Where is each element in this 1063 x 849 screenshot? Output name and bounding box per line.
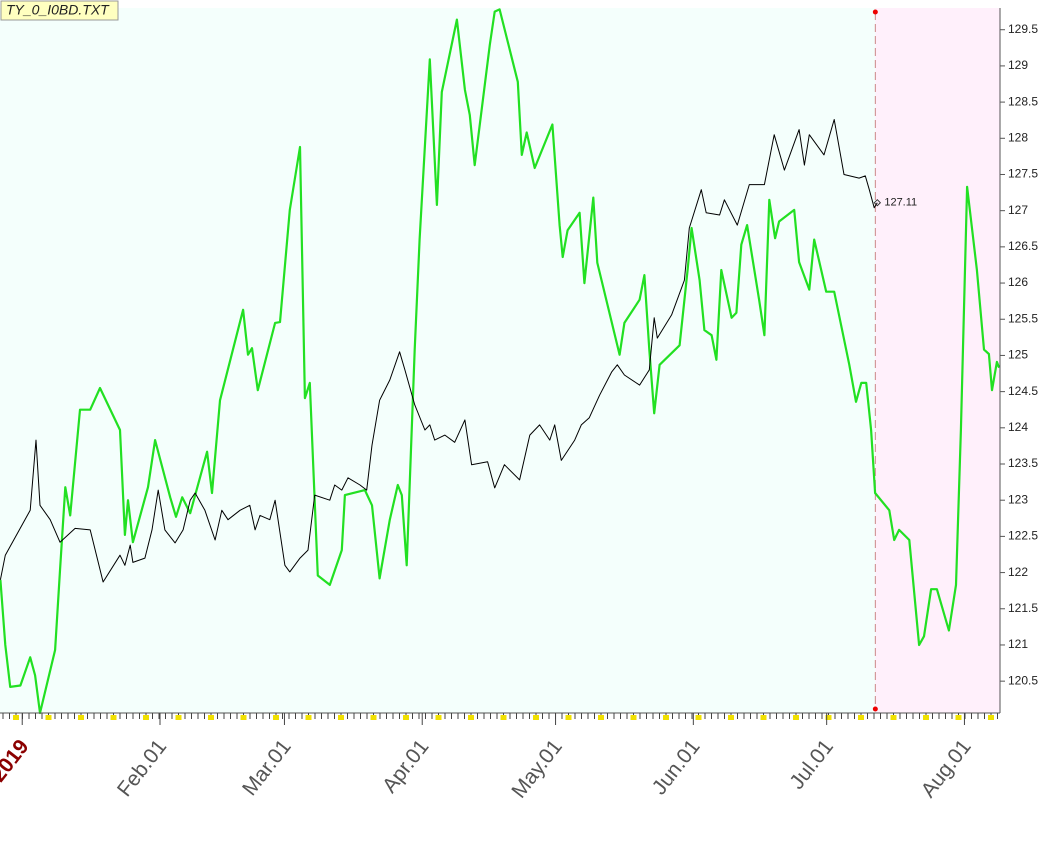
x-minor-marker xyxy=(565,715,572,720)
x-minor-marker xyxy=(533,715,539,720)
y-tick-label: 125.5 xyxy=(1008,311,1038,325)
x-tick-label: Aug.01 xyxy=(917,735,976,802)
x-minor-marker xyxy=(403,715,409,720)
x-minor-marker xyxy=(273,715,279,720)
x-minor-marker xyxy=(988,715,994,720)
x-minor-marker xyxy=(45,715,52,720)
x-tick-label: May.01 xyxy=(507,735,567,802)
y-tick-label: 127.5 xyxy=(1008,167,1038,181)
title-box xyxy=(0,0,119,21)
x-minor-marker xyxy=(663,715,669,720)
x-minor-marker xyxy=(370,715,377,720)
y-tick-label: 123.5 xyxy=(1008,456,1038,470)
y-tick-label: 128.5 xyxy=(1008,94,1038,108)
x-minor-marker xyxy=(598,715,604,720)
x-minor-marker xyxy=(793,715,799,720)
x-minor-marker xyxy=(208,715,214,720)
y-tick-label: 121 xyxy=(1008,637,1028,651)
divider-dot xyxy=(872,9,878,15)
plot-layer xyxy=(0,8,1001,715)
y-tick-label: 124.5 xyxy=(1008,384,1038,398)
x-tick-label: Mar.01 xyxy=(238,735,296,800)
y-tick-label: 120.5 xyxy=(1008,673,1038,687)
line-series xyxy=(0,119,878,583)
x-minor-marker xyxy=(435,715,442,720)
y-tick-label: 122.5 xyxy=(1008,529,1038,543)
x-tick-label: 2019 xyxy=(0,735,34,786)
x-minor-marker xyxy=(78,715,84,720)
plot-background xyxy=(0,8,1000,713)
x-minor-marker xyxy=(175,715,182,720)
y-tick-label: 125 xyxy=(1008,348,1028,362)
y-tick-label: 123 xyxy=(1008,492,1028,506)
y-tick-label: 129 xyxy=(1008,58,1028,72)
y-tick-label: 126.5 xyxy=(1008,239,1038,253)
x-minor-marker xyxy=(305,715,312,720)
x-tick-label: Apr.01 xyxy=(378,735,434,797)
x-minor-marker xyxy=(240,715,247,720)
x-minor-marker xyxy=(630,715,637,720)
x-minor-marker xyxy=(955,715,962,720)
x-minor-marker xyxy=(890,715,897,720)
x-minor-marker xyxy=(695,715,702,720)
x-minor-marker xyxy=(760,715,767,720)
future-region xyxy=(875,8,1000,713)
x-minor-marker xyxy=(923,715,929,720)
x-tick-label: Jun.01 xyxy=(648,735,705,799)
x-minor-marker xyxy=(728,715,734,720)
x-minor-marker xyxy=(338,715,344,720)
annotation: 127.11 xyxy=(884,197,917,209)
x-minor-marker xyxy=(858,715,864,720)
chart-title: TY_0_I0BD.TXT xyxy=(6,2,110,18)
x-minor-marker xyxy=(110,715,117,720)
y-tick-label: 124 xyxy=(1008,420,1028,434)
x-minor-marker xyxy=(468,715,474,720)
x-tick-label: Jul.01 xyxy=(785,735,838,793)
x-minor-marker xyxy=(825,715,832,720)
x-minor-marker xyxy=(13,715,19,720)
x-tick-label: Feb.01 xyxy=(113,735,171,801)
x-minor-marker xyxy=(143,715,149,720)
y-tick-label: 129.5 xyxy=(1008,22,1038,36)
line-series xyxy=(0,8,1001,715)
y-tick-label: 127 xyxy=(1008,203,1028,217)
divider-dot xyxy=(872,706,878,712)
last-marker xyxy=(873,198,882,207)
y-tick-label: 122 xyxy=(1008,565,1028,579)
y-tick-label: 121.5 xyxy=(1008,601,1038,615)
x-minor-marker xyxy=(500,715,507,720)
y-tick-label: 128 xyxy=(1008,130,1028,144)
y-tick-label: 126 xyxy=(1008,275,1028,289)
